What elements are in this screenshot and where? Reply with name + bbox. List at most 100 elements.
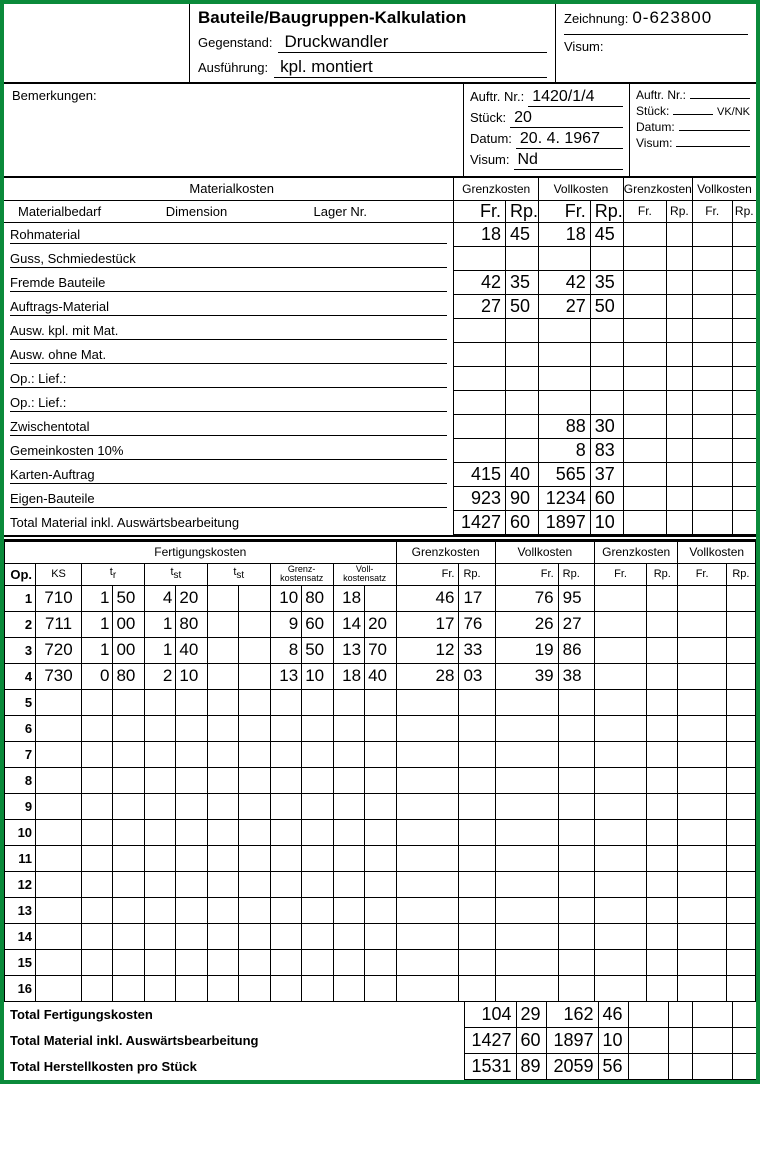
material-row: Zwischentotal8830 <box>4 414 756 438</box>
totals-row: Total Material inkl. Auswärtsbearbeitung… <box>4 1028 756 1054</box>
datum2-label: Datum: <box>636 120 675 134</box>
fr-header: Fr. <box>396 563 459 585</box>
zeichnung-value: 0-623800 <box>632 8 712 28</box>
fertigung-row: 2711100180960142017762627 <box>5 611 756 637</box>
vknk-label: VK/NK <box>717 106 750 118</box>
stueck-value: 20 <box>510 109 623 128</box>
vollkostensatz-header: Voll-kostensatz <box>333 563 396 585</box>
rp-header: Rp. <box>506 200 539 222</box>
auftrnr2-value <box>690 98 750 99</box>
ks-header: KS <box>36 563 82 585</box>
fr-header: Fr. <box>495 563 558 585</box>
gegenstand-value: Druckwandler <box>278 32 547 53</box>
tst-header: tst <box>144 563 207 585</box>
op-header: Op. <box>5 563 36 585</box>
vollkosten-title: Vollkosten <box>539 178 624 200</box>
grenzkosten-title: Grenzkosten <box>396 541 495 563</box>
material-row: Eigen-Bauteile92390123460 <box>4 486 756 510</box>
lagernr-label: Lager Nr. <box>306 204 454 219</box>
grenzkosten2-title: Grenzkosten <box>594 541 678 563</box>
matbedarf-label: Materialbedarf <box>10 204 158 219</box>
dimension-label: Dimension <box>158 204 306 219</box>
material-row: Op.: Lief.: <box>4 366 756 390</box>
datum2-value <box>679 130 750 131</box>
grenzkosten-title: Grenzkosten <box>454 178 539 200</box>
fertigung-row: 5 <box>5 689 756 715</box>
bemerkungen: Bemerkungen: <box>4 84 464 176</box>
header: Bauteile/Baugruppen-Kalkulation Gegensta… <box>4 4 756 84</box>
grenzkosten2-title: Grenzkosten <box>623 178 692 200</box>
material-row: Op.: Lief.: <box>4 390 756 414</box>
materialkosten-section: Materialkosten Grenzkosten Vollkosten Gr… <box>4 178 756 537</box>
vollkosten-title: Vollkosten <box>495 541 594 563</box>
fertigung-row: 12 <box>5 871 756 897</box>
material-row: Total Material inkl. Auswärtsbearbeitung… <box>4 510 756 534</box>
grenzkostensatz-header: Grenz-kostensatz <box>270 563 333 585</box>
material-row: Guss, Schmiedestück <box>4 246 756 270</box>
rp-header: Rp. <box>647 563 678 585</box>
datum-label: Datum: <box>470 131 512 146</box>
ausfuehrung-value: kpl. montiert <box>274 57 547 78</box>
fertigung-row: 6 <box>5 715 756 741</box>
gegenstand-label: Gegenstand: <box>198 35 272 50</box>
material-row: Karten-Auftrag4154056537 <box>4 462 756 486</box>
fertigung-row: 9 <box>5 793 756 819</box>
zeichnung-label: Zeichnung: <box>564 11 628 26</box>
auftrnr-value: 1420/1/4 <box>528 88 623 107</box>
stueck2-value <box>673 114 713 115</box>
vollkosten2-title: Vollkosten <box>692 178 756 200</box>
visum2-label: Visum: <box>636 136 672 150</box>
fertigungskosten-section: Fertigungskosten Grenzkosten Vollkosten … <box>4 541 756 1002</box>
rp-header: Rp. <box>726 563 755 585</box>
fertigung-row: 15 <box>5 949 756 975</box>
totals-section: Total Fertigungskosten1042916246Total Ma… <box>4 1002 756 1081</box>
fertigung-row: 14 <box>5 923 756 949</box>
material-row: Ausw. ohne Mat. <box>4 342 756 366</box>
fertigung-row: 13 <box>5 897 756 923</box>
fertigung-row: 171015042010801846177695 <box>5 585 756 611</box>
materialbedarf-header: Materialbedarf Dimension Lager Nr. <box>4 200 454 222</box>
fr-header: Fr. <box>594 563 646 585</box>
fertigung-row: 47300802101310184028033938 <box>5 663 756 689</box>
fr-header: Fr. <box>454 200 506 222</box>
ausfuehrung-label: Ausführung: <box>198 60 268 75</box>
stueck2-label: Stück: <box>636 104 669 118</box>
fertigung-row: 11 <box>5 845 756 871</box>
info-right: Auftr. Nr.: Stück:VK/NK Datum: Visum: <box>630 84 756 176</box>
bemerkungen-label: Bemerkungen: <box>12 88 97 103</box>
sheet-title: Bauteile/Baugruppen-Kalkulation <box>198 8 547 28</box>
header-visum-label: Visum: <box>564 39 604 54</box>
fertigungskosten-title: Fertigungskosten <box>5 541 397 563</box>
material-row: Fremde Bauteile42354235 <box>4 270 756 294</box>
visum-value: Nd <box>514 151 624 170</box>
totals-row: Total Herstellkosten pro Stück1531892059… <box>4 1054 756 1080</box>
header-left-blank <box>4 4 190 82</box>
auftrnr-label: Auftr. Nr.: <box>470 89 524 104</box>
fertigung-row: 10 <box>5 819 756 845</box>
visum-label: Visum: <box>470 152 510 167</box>
totals-row: Total Fertigungskosten1042916246 <box>4 1002 756 1028</box>
rp-header: Rp. <box>732 200 756 222</box>
material-row: Ausw. kpl. mit Mat. <box>4 318 756 342</box>
rp-header: Rp. <box>558 563 594 585</box>
stueck-label: Stück: <box>470 110 506 125</box>
fertigung-row: 3720100140850137012331986 <box>5 637 756 663</box>
calculation-sheet: Bauteile/Baugruppen-Kalkulation Gegensta… <box>0 0 760 1084</box>
fertigung-row: 16 <box>5 975 756 1001</box>
vollkosten2-title: Vollkosten <box>678 541 756 563</box>
fr-header: Fr. <box>623 200 666 222</box>
fertigung-row: 7 <box>5 741 756 767</box>
header-mid: Bauteile/Baugruppen-Kalkulation Gegensta… <box>190 4 556 82</box>
header-right: Zeichnung: 0-623800 Visum: <box>556 4 756 82</box>
fertigung-row: 8 <box>5 767 756 793</box>
rp-header: Rp. <box>590 200 623 222</box>
info-mid: Auftr. Nr.:1420/1/4 Stück:20 Datum:20. 4… <box>464 84 630 176</box>
material-row: Auftrags-Material27502750 <box>4 294 756 318</box>
material-row: Gemeinkosten 10%883 <box>4 438 756 462</box>
rp-header: Rp. <box>666 200 692 222</box>
rp-header: Rp. <box>459 563 495 585</box>
fr-header: Fr. <box>539 200 591 222</box>
materialkosten-title: Materialkosten <box>4 178 454 200</box>
info-strip: Bemerkungen: Auftr. Nr.: 1420/1/4 Stück: 2… <box>4 84 756 178</box>
visum2-value <box>676 146 750 147</box>
